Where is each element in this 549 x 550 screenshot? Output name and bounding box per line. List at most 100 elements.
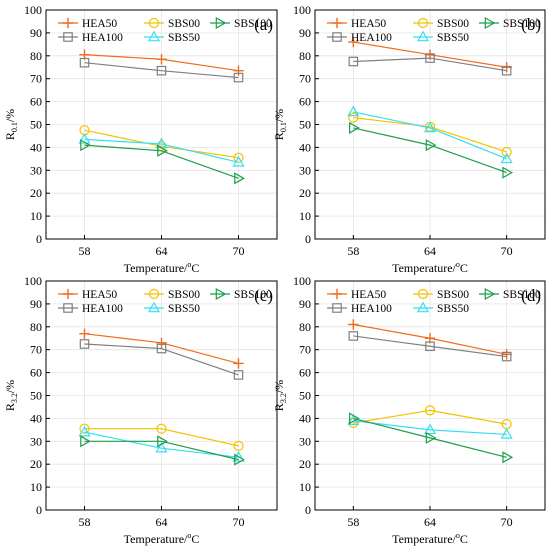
y-tick-label: 0	[36, 232, 42, 246]
y-tick-label: 20	[30, 186, 42, 200]
series-line	[353, 417, 507, 458]
legend-marker	[147, 30, 161, 42]
data-point	[78, 425, 91, 437]
series-sbs100	[349, 121, 514, 179]
data-point	[501, 351, 512, 362]
data-point	[156, 343, 167, 354]
x-tick-label: 70	[233, 515, 245, 529]
data-point	[79, 423, 90, 434]
y-tick-label: 80	[299, 320, 311, 334]
data-point	[157, 435, 168, 448]
series-line	[353, 117, 507, 153]
y-tick-label: 0	[305, 503, 311, 517]
legend-item-sbs00: SBS00	[144, 17, 200, 30]
data-point	[423, 121, 437, 133]
data-point	[501, 62, 512, 73]
legend-label: SBS50	[168, 303, 200, 315]
series-hea50	[79, 328, 244, 369]
y-tick-label: 0	[36, 503, 42, 517]
legend-item-sbs50: SBS50	[413, 30, 469, 44]
data-point	[424, 405, 436, 416]
y-tick-label: 50	[299, 118, 311, 132]
y-tick-label: 10	[299, 480, 311, 494]
y-tick-label: 100	[293, 3, 311, 17]
chart-panel-3: 0 10 20 30 40 50 60 70 80 90 100 58 64 70 Temperature/…	[3, 274, 278, 546]
data-point	[348, 112, 359, 123]
y-tick-label: 70	[299, 72, 311, 86]
series-line	[353, 420, 507, 436]
series-hea50	[348, 36, 512, 73]
legend-label: HEA100	[82, 303, 123, 315]
data-point	[79, 328, 90, 339]
legend-item-sbs50: SBS50	[144, 301, 200, 315]
x-tick-label: 58	[347, 515, 359, 529]
data-point	[500, 152, 513, 164]
y-tick-label: 30	[30, 434, 42, 448]
legend-item-sbs00: SBS00	[144, 288, 200, 301]
legend-label: SBS100	[234, 18, 272, 30]
legend-marker	[331, 288, 343, 300]
data-point	[425, 341, 435, 352]
data-point	[234, 453, 245, 466]
series-hea50	[79, 49, 244, 76]
data-point	[501, 65, 512, 76]
data-point	[232, 155, 245, 167]
data-point	[423, 423, 437, 435]
series-line	[353, 57, 507, 72]
x-axis-label: Temperature/oC	[124, 260, 200, 275]
legend-marker	[332, 303, 342, 313]
x-tick-label: 64	[424, 244, 436, 258]
legend-label: SBS100	[234, 289, 272, 301]
legend-item-hea50: HEA50	[58, 17, 117, 30]
y-tick-label: 10	[30, 480, 42, 494]
chart-panel-2: 0 10 20 30 40 50 60 70 80 90 100 58 64 70 Temperature/…	[272, 3, 546, 275]
y-tick-label: 90	[299, 297, 311, 311]
y-tick-label: 40	[299, 411, 311, 425]
series-line	[353, 409, 507, 425]
data-point	[349, 121, 360, 134]
series-line	[84, 129, 239, 159]
y-tick-label: 90	[299, 26, 311, 40]
legend-marker	[215, 287, 227, 301]
y-tick-label: 0	[305, 232, 311, 246]
data-point	[156, 65, 167, 76]
y-tick-label: 50	[30, 118, 42, 132]
y-tick-label: 30	[30, 163, 42, 177]
data-point	[348, 36, 359, 48]
legend-label: HEA50	[351, 18, 386, 30]
legend-marker	[148, 17, 160, 29]
data-point	[233, 65, 244, 76]
series-sbs50	[78, 132, 245, 167]
y-tick-label: 20	[299, 457, 311, 471]
legend-item-sbs100: SBS100	[479, 16, 541, 30]
legend-marker	[147, 301, 161, 313]
data-point	[501, 146, 512, 158]
legend-label: SBS00	[168, 18, 200, 30]
y-tick-label: 90	[30, 26, 42, 40]
legend-item-sbs00: SBS00	[413, 288, 469, 301]
data-point	[156, 423, 167, 434]
panel-label: (b)	[521, 15, 541, 34]
data-point	[80, 435, 91, 448]
data-point	[347, 105, 360, 117]
legend-item-sbs50: SBS50	[144, 30, 200, 44]
y-axis-label: R3.2/%	[3, 380, 19, 411]
legend-label: SBS100	[503, 18, 541, 30]
legend-marker	[417, 288, 429, 300]
y-tick-label: 70	[30, 72, 42, 86]
y-tick-label: 50	[30, 389, 42, 403]
data-point	[79, 339, 90, 349]
legend-label: SBS00	[168, 289, 200, 301]
series-sbs100	[80, 139, 245, 185]
series-sbs100	[349, 412, 514, 464]
legend-label: HEA50	[351, 289, 386, 301]
x-axis-label: Temperature/oC	[392, 260, 468, 275]
x-axis-label: Temperature/oC	[392, 531, 468, 546]
x-tick-label: 58	[79, 244, 91, 258]
legend-item-hea50: HEA50	[327, 288, 386, 301]
legend-marker	[62, 288, 74, 300]
legend: HEA50 HEA100 SBS00 SBS50 SBS100	[58, 287, 272, 315]
y-tick-label: 20	[299, 186, 311, 200]
data-point	[233, 358, 244, 369]
legend: HEA50 HEA100 SBS00 SBS50 SBS100	[327, 287, 541, 315]
